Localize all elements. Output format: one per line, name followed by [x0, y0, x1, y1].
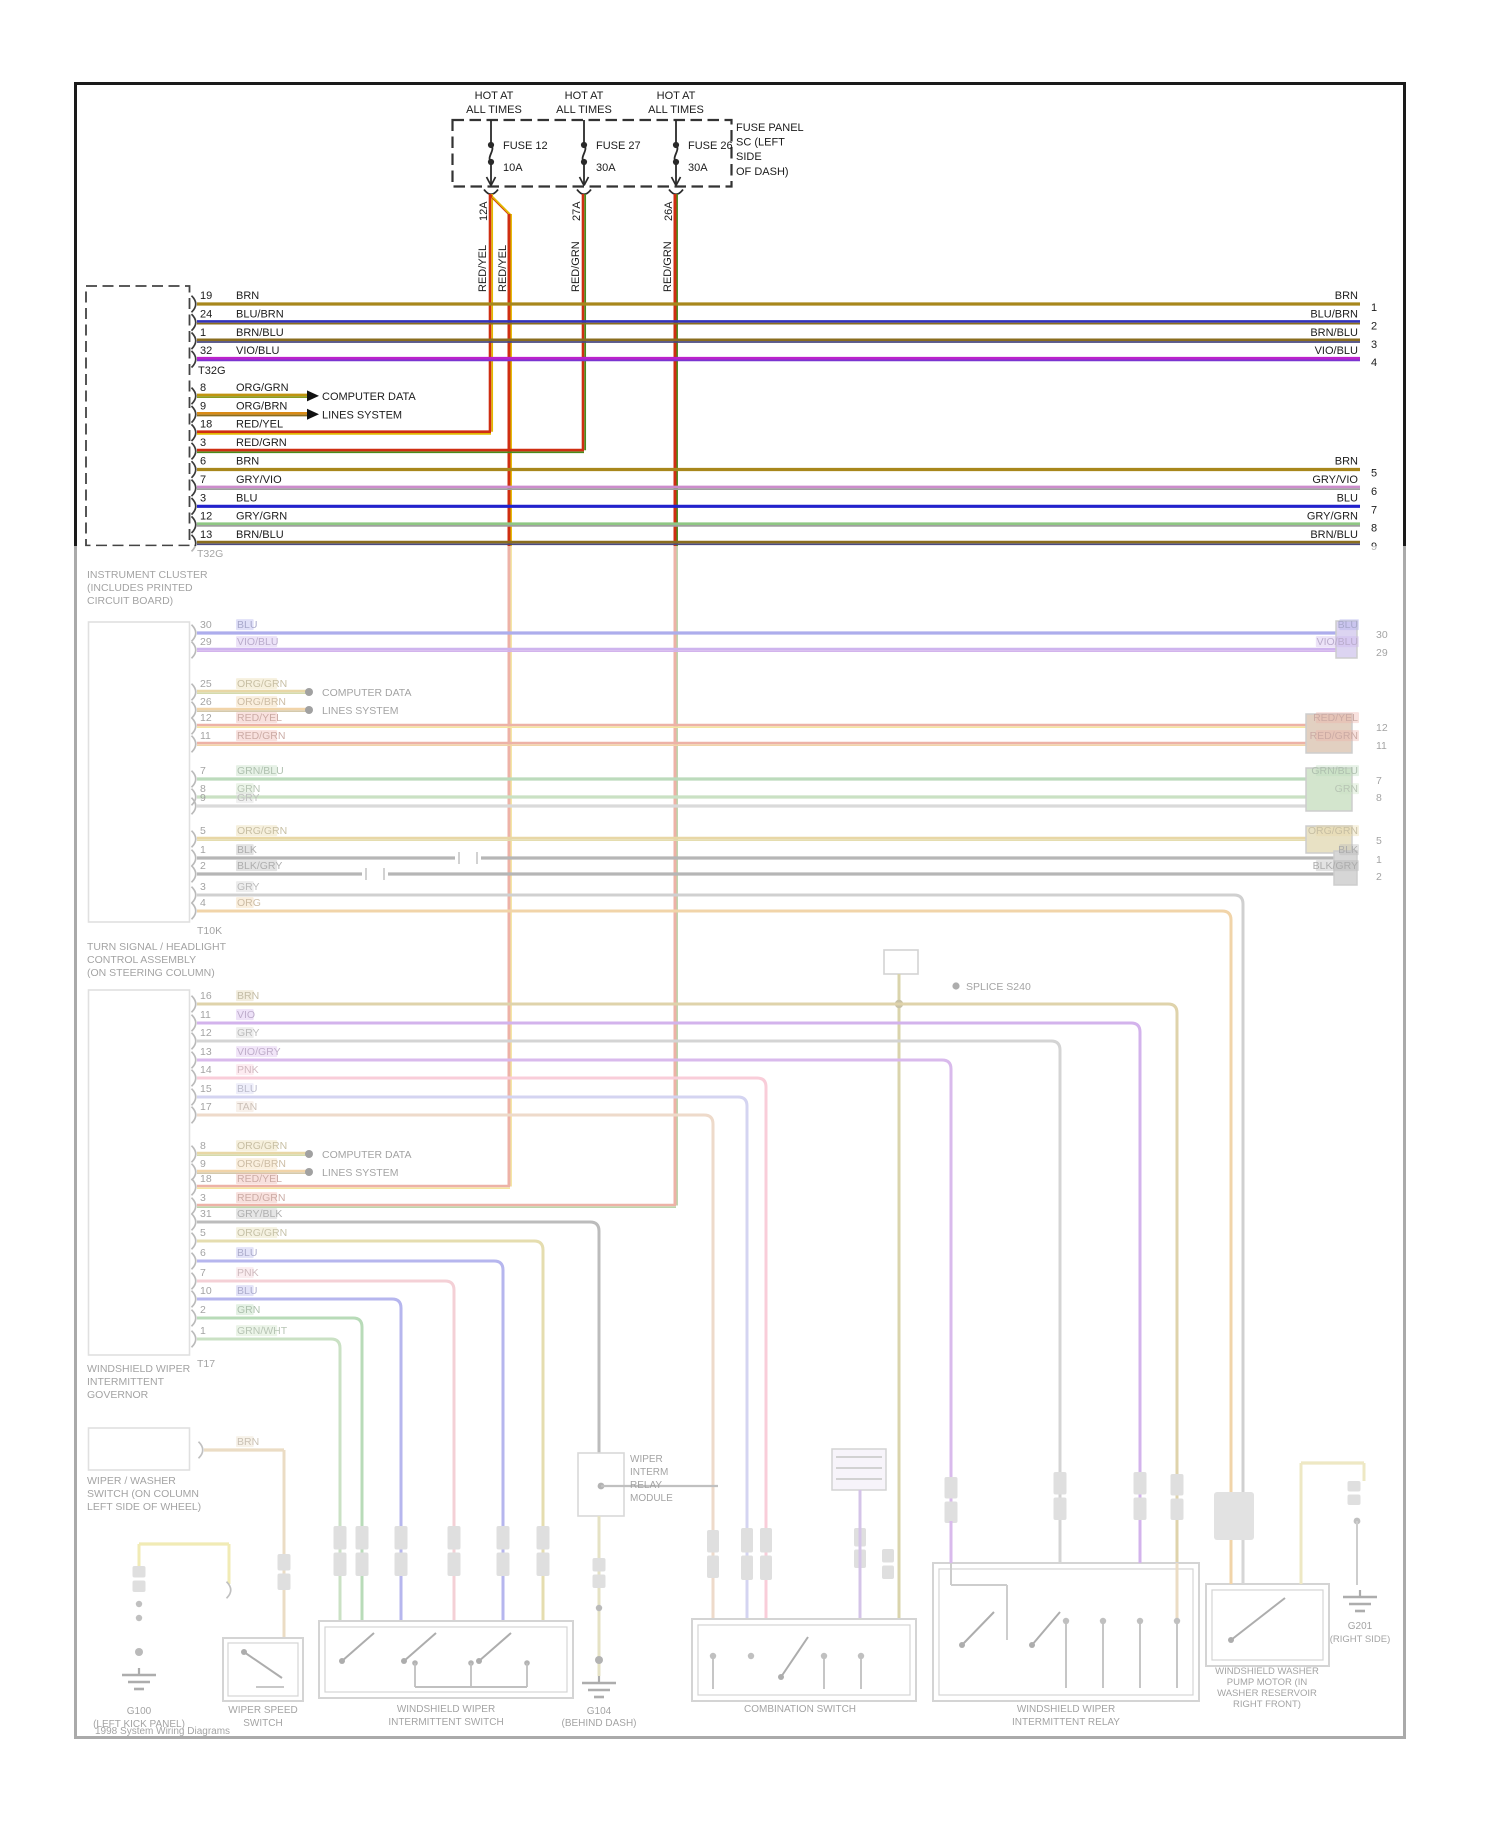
svg-text:RED/GRN: RED/GRN [662, 241, 674, 292]
svg-text:BRN/BLU: BRN/BLU [236, 327, 284, 339]
svg-text:GRY/GRN: GRY/GRN [1307, 511, 1358, 523]
svg-text:GRY/VIO: GRY/VIO [1312, 474, 1358, 486]
svg-text:RED/GRN: RED/GRN [570, 241, 582, 292]
svg-text:FUSE 27: FUSE 27 [596, 140, 641, 152]
svg-text:10A: 10A [503, 162, 523, 174]
svg-text:SIDE: SIDE [736, 151, 762, 163]
svg-text:ALL TIMES: ALL TIMES [466, 104, 522, 116]
svg-text:30A: 30A [688, 162, 708, 174]
svg-text:12: 12 [200, 511, 212, 523]
svg-text:13: 13 [200, 529, 212, 541]
svg-text:FUSE PANEL: FUSE PANEL [736, 122, 804, 134]
svg-text:18: 18 [200, 419, 212, 431]
svg-text:30A: 30A [596, 162, 616, 174]
svg-text:26A: 26A [663, 201, 675, 221]
svg-text:BRN: BRN [1335, 456, 1358, 468]
svg-text:LINES SYSTEM: LINES SYSTEM [322, 409, 402, 421]
svg-text:ALL TIMES: ALL TIMES [648, 104, 704, 116]
svg-text:SC (LEFT: SC (LEFT [736, 137, 785, 149]
svg-text:FUSE 26: FUSE 26 [688, 140, 733, 152]
svg-text:32: 32 [200, 345, 212, 357]
svg-text:BLU/BRN: BLU/BRN [1310, 308, 1358, 320]
svg-text:5: 5 [1371, 468, 1377, 480]
svg-text:OF DASH): OF DASH) [736, 166, 789, 178]
svg-text:RED/GRN: RED/GRN [236, 437, 287, 449]
svg-text:ORG/GRN: ORG/GRN [236, 382, 289, 394]
svg-text:ORG/BRN: ORG/BRN [236, 400, 287, 412]
svg-text:24: 24 [200, 308, 212, 320]
svg-text:HOT AT: HOT AT [475, 90, 514, 102]
svg-text:4: 4 [1371, 357, 1377, 369]
svg-text:HOT AT: HOT AT [565, 90, 604, 102]
svg-text:BRN: BRN [1335, 290, 1358, 302]
svg-text:BRN: BRN [236, 456, 259, 468]
svg-text:7: 7 [1371, 504, 1377, 516]
svg-text:FUSE 12: FUSE 12 [503, 140, 548, 152]
svg-text:9: 9 [200, 400, 206, 412]
svg-text:6: 6 [1371, 486, 1377, 498]
svg-text:1: 1 [1371, 302, 1377, 314]
svg-text:RED/YEL: RED/YEL [477, 245, 489, 292]
svg-text:RED/YEL: RED/YEL [497, 245, 509, 292]
svg-text:7: 7 [200, 474, 206, 486]
svg-text:BRN/BLU: BRN/BLU [236, 529, 284, 541]
svg-text:ALL TIMES: ALL TIMES [556, 104, 612, 116]
svg-text:BRN/BLU: BRN/BLU [1310, 327, 1358, 339]
svg-text:HOT AT: HOT AT [657, 90, 696, 102]
svg-text:COMPUTER DATA: COMPUTER DATA [322, 391, 416, 403]
svg-text:19: 19 [200, 290, 212, 302]
svg-text:1: 1 [200, 327, 206, 339]
svg-text:RED/YEL: RED/YEL [236, 419, 283, 431]
svg-text:BRN: BRN [236, 290, 259, 302]
svg-text:GRY/GRN: GRY/GRN [236, 511, 287, 523]
svg-text:BRN/BLU: BRN/BLU [1310, 529, 1358, 541]
svg-text:VIO/BLU: VIO/BLU [236, 345, 279, 357]
svg-text:GRY/VIO: GRY/VIO [236, 474, 282, 486]
svg-text:8: 8 [200, 382, 206, 394]
svg-text:VIO/BLU: VIO/BLU [1315, 345, 1358, 357]
svg-text:3: 3 [200, 437, 206, 449]
svg-text:27A: 27A [571, 201, 583, 221]
svg-text:BLU: BLU [1337, 492, 1358, 504]
svg-text:BLU/BRN: BLU/BRN [236, 308, 284, 320]
svg-text:12A: 12A [478, 201, 490, 221]
svg-text:2: 2 [1371, 320, 1377, 332]
svg-text:6: 6 [200, 456, 206, 468]
svg-text:T32G: T32G [198, 365, 226, 377]
svg-text:3: 3 [200, 492, 206, 504]
svg-text:BLU: BLU [236, 492, 257, 504]
svg-text:8: 8 [1371, 523, 1377, 535]
svg-text:3: 3 [1371, 339, 1377, 351]
